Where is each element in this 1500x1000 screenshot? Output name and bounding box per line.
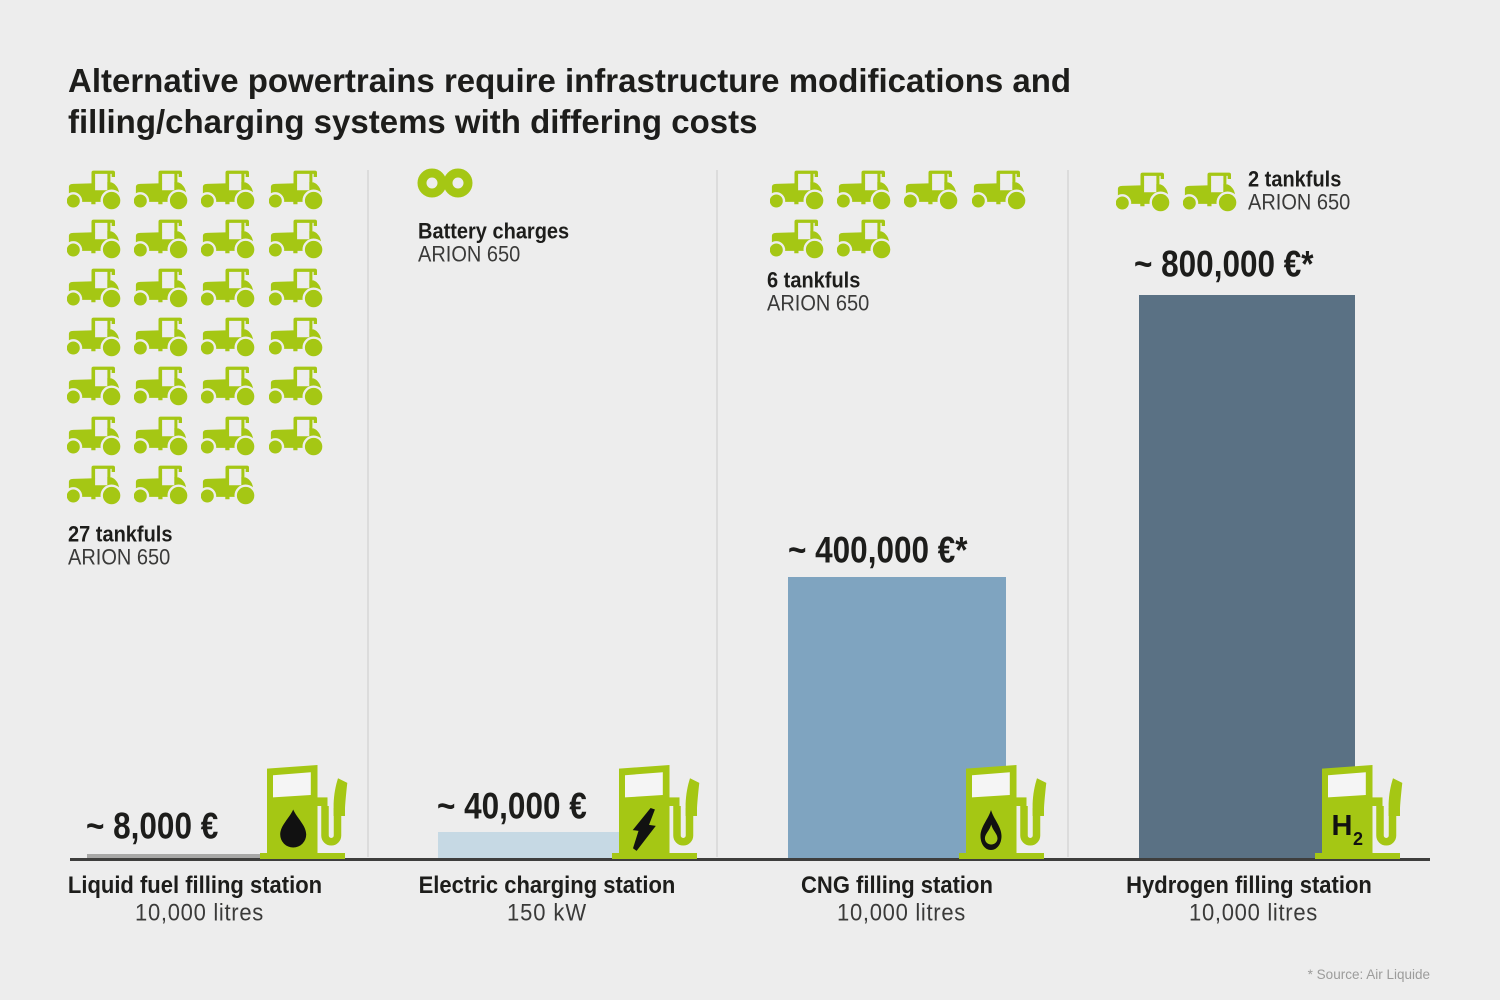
svg-text:H: H [1332, 810, 1353, 842]
svg-text:2: 2 [1353, 829, 1363, 849]
